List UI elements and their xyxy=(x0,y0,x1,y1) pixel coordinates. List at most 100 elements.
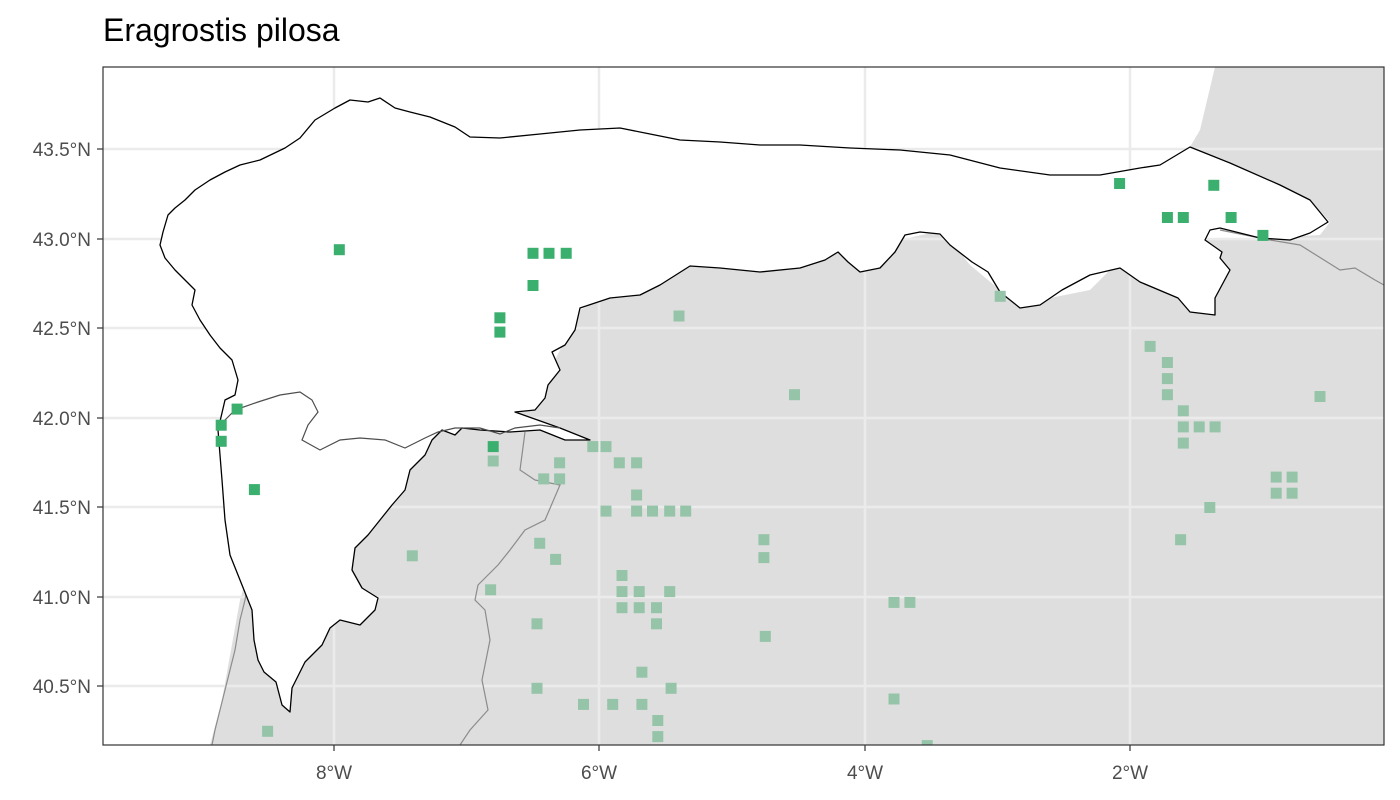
y-tick-label: 41.0°N xyxy=(33,588,91,609)
record-square-outside xyxy=(888,693,900,705)
north-border-light xyxy=(1219,229,1384,286)
record-square-outside xyxy=(1286,471,1298,483)
record-square-outside xyxy=(534,537,546,549)
map-title: Eragrostis pilosa xyxy=(103,12,340,48)
record-square-outside xyxy=(616,586,628,598)
axis-ticks xyxy=(97,148,1131,751)
record-square-outside xyxy=(647,505,658,517)
record-square-in-region xyxy=(543,247,555,259)
record-square-in-region xyxy=(560,247,572,259)
record-square-outside xyxy=(633,602,645,614)
y-tick-label: 40.5°N xyxy=(33,677,91,698)
record-square-outside xyxy=(1209,421,1221,433)
y-tick-label: 43.5°N xyxy=(33,140,91,161)
record-square-outside xyxy=(651,602,662,614)
x-tick-label: 8°W xyxy=(316,763,352,784)
record-square-in-region xyxy=(1225,212,1237,223)
record-square-outside xyxy=(921,740,933,745)
record-square-outside xyxy=(487,455,499,467)
record-square-outside xyxy=(485,584,497,596)
record-square-outside xyxy=(1161,389,1173,401)
record-square-outside xyxy=(758,534,770,546)
record-square-outside xyxy=(262,725,274,737)
record-square-outside xyxy=(578,698,589,710)
record-square-in-region xyxy=(1177,212,1189,223)
y-tick-label: 41.5°N xyxy=(33,498,91,519)
record-square-outside xyxy=(1161,373,1173,385)
record-square-outside xyxy=(538,473,550,485)
x-tick-label: 6°W xyxy=(581,763,617,784)
focus-region xyxy=(159,97,1329,713)
record-square-in-region xyxy=(494,326,506,338)
record-square-in-region xyxy=(487,441,499,453)
record-square-in-region xyxy=(1114,178,1126,189)
y-tick-label: 42.0°N xyxy=(33,409,91,430)
record-square-outside xyxy=(607,698,619,710)
record-square-outside xyxy=(758,552,770,564)
record-square-outside xyxy=(587,441,599,453)
record-square-outside xyxy=(616,602,628,614)
record-square-outside xyxy=(665,682,677,694)
record-square-in-region xyxy=(333,244,345,256)
record-square-outside xyxy=(631,489,643,501)
record-square-outside xyxy=(904,596,916,608)
record-square-outside xyxy=(1314,391,1326,402)
record-square-outside xyxy=(1177,405,1189,417)
y-axis-labels: 43.5°N 43.0°N 42.5°N 42.0°N 41.5°N 41.0°… xyxy=(33,140,91,698)
y-tick-label: 42.5°N xyxy=(33,319,91,340)
record-square-outside xyxy=(652,715,664,726)
record-square-outside xyxy=(673,310,685,322)
record-square-outside xyxy=(631,505,643,517)
coast-border-light xyxy=(211,559,253,745)
record-square-in-region xyxy=(1161,212,1173,223)
records-outside-region xyxy=(262,290,1326,745)
record-square-in-region xyxy=(527,280,539,291)
record-square-in-region xyxy=(215,419,227,431)
record-square-in-region xyxy=(1257,229,1269,241)
x-tick-label: 2°W xyxy=(1112,763,1148,784)
record-square-outside xyxy=(600,505,612,517)
record-square-in-region xyxy=(494,312,506,324)
record-square-outside xyxy=(613,457,625,469)
record-square-outside xyxy=(406,550,418,562)
record-square-outside xyxy=(636,698,648,710)
record-square-outside xyxy=(531,682,543,694)
record-square-outside xyxy=(1286,487,1298,499)
record-square-outside xyxy=(1144,340,1156,352)
record-square-outside xyxy=(1270,471,1282,483)
record-square-outside xyxy=(759,630,771,642)
record-square-outside xyxy=(554,473,566,485)
panel-border xyxy=(102,66,1385,746)
record-square-outside xyxy=(1204,502,1216,513)
surrounding-land xyxy=(210,67,1384,745)
record-square-outside xyxy=(664,505,676,517)
x-tick-label: 4°W xyxy=(847,763,883,784)
record-square-outside xyxy=(680,505,692,517)
record-square-outside xyxy=(616,570,628,581)
record-square-in-region xyxy=(231,403,243,415)
record-square-outside xyxy=(554,457,566,469)
record-square-outside xyxy=(550,553,562,565)
record-square-in-region xyxy=(527,247,539,259)
record-square-outside xyxy=(1270,487,1282,499)
internal-border-focus xyxy=(219,391,561,451)
record-square-in-region xyxy=(248,484,260,496)
record-square-outside xyxy=(600,441,612,453)
record-square-outside xyxy=(994,290,1006,302)
record-square-outside xyxy=(651,618,662,630)
record-square-outside xyxy=(531,618,543,630)
record-square-outside xyxy=(1161,357,1173,368)
record-square-outside xyxy=(1177,437,1189,449)
record-square-outside xyxy=(664,586,676,598)
y-tick-label: 43.0°N xyxy=(33,230,91,251)
record-square-outside xyxy=(631,457,643,469)
record-square-outside xyxy=(1177,421,1189,433)
record-square-outside xyxy=(888,596,900,608)
record-square-outside xyxy=(1193,421,1205,433)
records-in-region xyxy=(215,178,1269,496)
record-square-outside xyxy=(652,731,664,743)
record-square-outside xyxy=(789,389,800,401)
record-square-outside xyxy=(636,666,648,678)
record-square-in-region xyxy=(215,435,227,447)
record-square-in-region xyxy=(1208,179,1220,191)
